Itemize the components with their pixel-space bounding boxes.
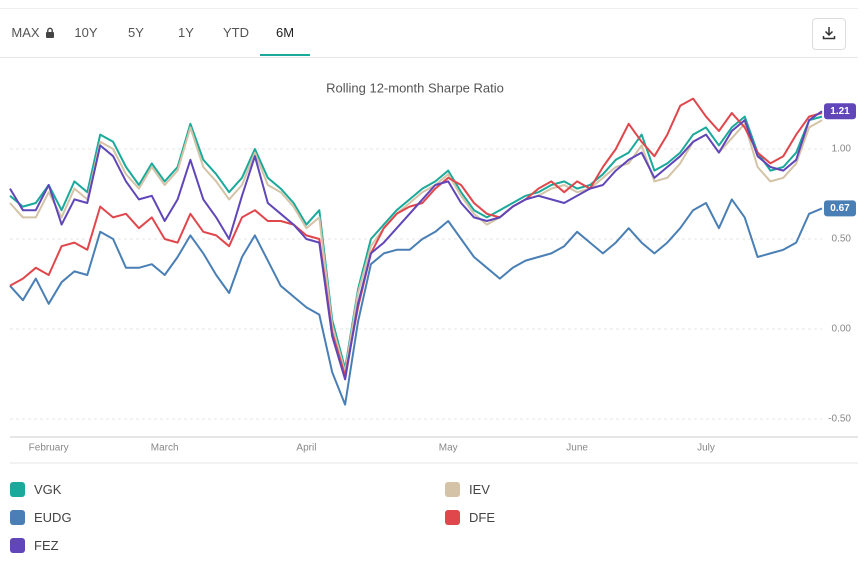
lock-icon	[45, 27, 54, 38]
end-value-label: 1.21	[830, 106, 850, 117]
legend-swatch	[10, 538, 25, 553]
legend-label: FEZ	[34, 538, 59, 553]
series-line	[9, 110, 823, 381]
tab-label: 10Y	[74, 25, 98, 40]
x-tick-label: July	[697, 443, 715, 454]
legend-item[interactable]: IEV	[445, 481, 645, 499]
legend-swatch	[10, 510, 25, 525]
series-line	[9, 97, 823, 377]
tab-label: 1Y	[178, 25, 194, 40]
series-line	[9, 119, 823, 374]
chart: Rolling 12-month Sharpe Ratio -0.50 0.00 0…	[9, 80, 858, 464]
tab-label: MAX	[11, 25, 40, 40]
tab-label: YTD	[223, 25, 249, 40]
x-tick-label: April	[296, 443, 316, 454]
legend-swatch	[10, 482, 25, 497]
x-tick-label: June	[566, 443, 588, 454]
y-tick-label: 0.00	[832, 324, 852, 335]
legend-item[interactable]: FEZ	[10, 537, 210, 555]
legend-label: DFE	[469, 510, 495, 525]
legend-item[interactable]: EUDG	[10, 509, 210, 527]
end-badge	[824, 200, 856, 217]
y-tick-label: 0.50	[832, 234, 852, 245]
series-line	[9, 198, 823, 406]
range-tab[interactable]: 6M	[260, 10, 310, 56]
end-value-label: 0.67	[830, 203, 850, 214]
x-tick-label: May	[439, 443, 458, 454]
end-badge	[824, 103, 856, 120]
legend-item[interactable]: VGK	[10, 481, 210, 499]
range-tab[interactable]: 10Y	[68, 10, 104, 56]
tab-label: 5Y	[128, 25, 144, 40]
legend-swatch	[445, 482, 460, 497]
top-border	[0, 8, 858, 9]
tab-label: 6M	[275, 25, 295, 40]
series-line	[9, 115, 823, 370]
range-tab[interactable]: 1Y	[170, 10, 202, 56]
legend-label: IEV	[469, 482, 490, 497]
y-tick-label: -0.50	[828, 414, 851, 425]
legend-swatch	[445, 510, 460, 525]
x-tick-label: February	[29, 443, 69, 454]
download-icon	[822, 26, 836, 39]
x-tick-label: March	[151, 443, 179, 454]
legend-label: EUDG	[34, 510, 72, 525]
chart-title: Rolling 12-month Sharpe Ratio	[326, 80, 504, 95]
download-button[interactable]	[812, 18, 846, 50]
range-tab[interactable]: 5Y	[120, 10, 152, 56]
y-tick-label: 1.00	[832, 144, 852, 155]
legend-label: VGK	[34, 482, 62, 497]
legend-item[interactable]: DFE	[445, 509, 645, 527]
range-tab[interactable]: MAX	[8, 10, 58, 56]
range-tab[interactable]: YTD	[216, 10, 256, 56]
range-tabs: MAX 10Y 5Y 1Y YTD 6M	[0, 10, 858, 58]
